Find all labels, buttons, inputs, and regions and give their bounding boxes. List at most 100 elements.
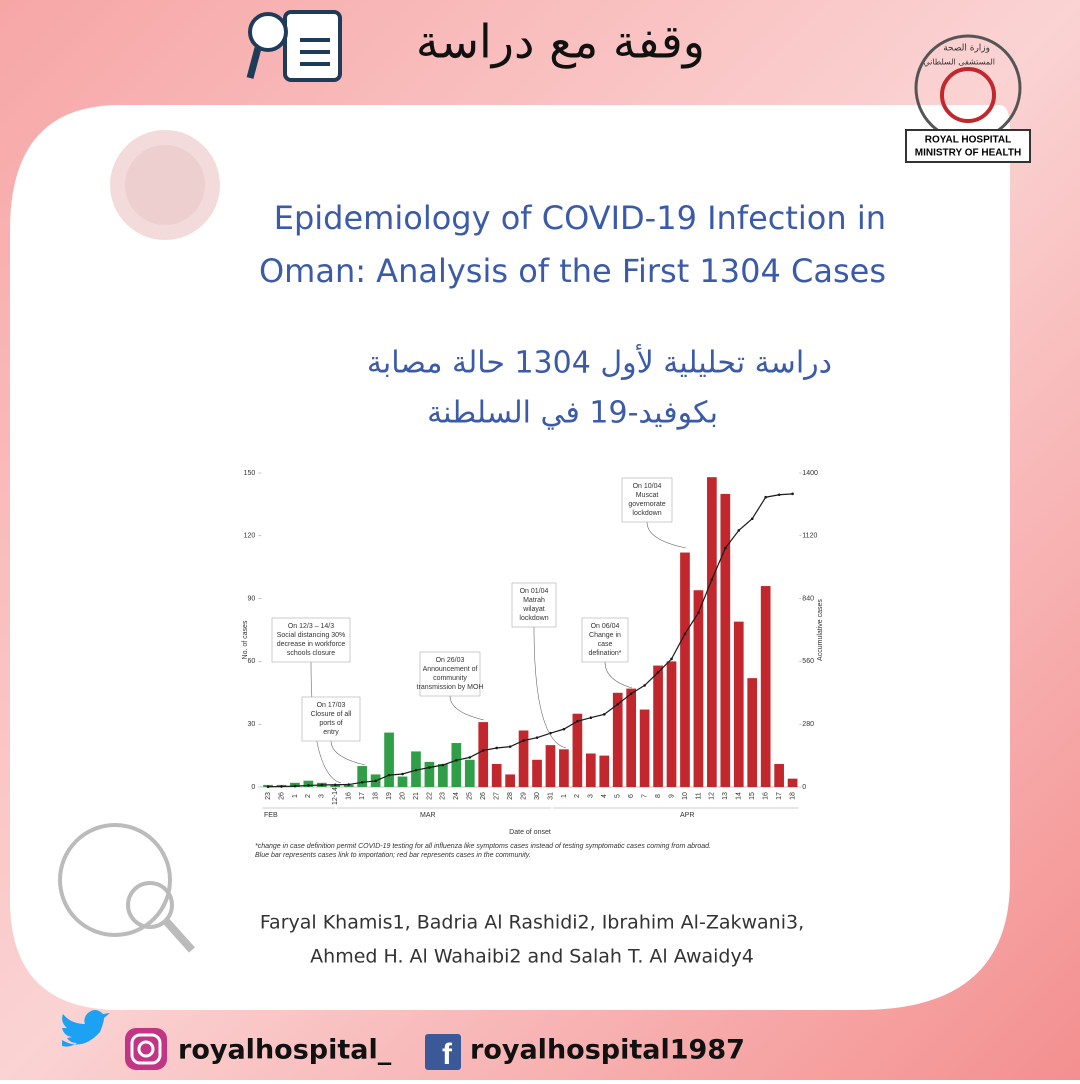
annotation-text: Closure of all [311,711,352,718]
month-label: MAR [420,812,436,819]
x-tick-label: 21 [413,792,420,800]
line-point [481,749,485,752]
bar [491,763,502,787]
annotation-text: wilayat [522,606,544,613]
x-tick-label: 27 [494,792,501,800]
line-point [643,684,646,687]
x-tick-label: 13 [722,792,729,800]
annotation-text: community [433,675,467,682]
annotation-text: On 17/03 [317,702,346,709]
logo: وزارة الصحة المستشفى السلطاني ROYAL HOSP… [905,34,1031,163]
annotation-text: On 26/03 [436,657,465,664]
x-tick-label: 2 [305,794,312,798]
line-point [777,493,781,497]
y-tick-label: 30 [248,721,256,728]
bar [559,749,569,787]
y-axis-label: No. of cases [242,620,249,659]
annotation-box [581,617,629,663]
bar [693,590,704,787]
bar [720,493,731,787]
annotation-text: Social distancing 30% [277,632,346,639]
y2-tick-label: 280 [802,721,814,728]
y-tick-label: 90 [248,595,256,602]
x-tick-label: 19 [386,792,393,800]
annotation-arrow [604,661,633,689]
bar [733,621,744,787]
bar [653,665,663,787]
logo-en: MINISTRY OF HEALTH [915,148,1021,159]
annotation-arrow [533,626,567,749]
x-tick-label: 9 [668,794,675,798]
line-point [750,517,754,521]
annotation-text: entry [323,729,339,736]
line-point [320,783,324,787]
bar [397,776,408,787]
annotation-text: On 12/3 – 14/3 [288,623,334,630]
annotation-arrow [449,695,485,721]
line-point [387,773,391,777]
line-point [589,716,593,719]
bar [572,713,583,787]
y2-tick-label: 1120 [802,533,817,540]
y-tick-label: 60 [248,658,256,665]
x-tick-label: 28 [507,792,514,800]
x-tick-label: 1 [561,794,568,798]
bar [451,743,462,787]
x-tick-label: 10 [682,792,689,800]
virus-decoration [110,130,220,240]
annotation-text: decrease in workforce [277,641,346,648]
y2-tick-label: 840 [802,595,814,602]
annotation-text: Announcement of [423,666,478,673]
bar [438,763,448,787]
line-point [724,546,727,550]
x-tick-label: 12 [709,792,716,800]
x-tick-label: 8 [655,794,662,798]
x-tick-label: 24 [453,792,460,800]
chart-note: Blue bar represents cases link to import… [255,852,531,859]
bar [599,755,610,787]
bar [505,774,515,787]
annotation-text: On 10/04 [633,483,662,490]
annotation-arrow [646,521,687,549]
annotation-box [419,651,481,697]
bar [464,759,475,787]
annotation-box [511,582,557,628]
line-point [737,529,741,532]
globe-decoration [58,823,195,953]
bar [545,745,556,787]
x-tick-label: 29 [520,792,527,800]
line-point [374,779,377,783]
authors: Ahmed H. Al Wahaibi2 and Salah T. Al Awa… [310,946,754,968]
bar [424,761,435,787]
line-point [360,780,364,784]
card [10,105,1010,1010]
line-point [414,768,418,772]
line-point [535,736,539,739]
annotation-box [301,696,361,742]
x-tick-label: 26 [480,792,487,800]
x-tick-label: 18 [372,792,379,800]
line-point [280,785,283,788]
line-point [441,763,445,767]
annotation-text: governorate [628,501,665,508]
x-tick-label: 4 [601,794,608,798]
y-tick-label: 120 [244,533,256,540]
x-tick-label: 17 [776,792,783,800]
annotation-text: lockdown [519,615,548,622]
study-icon [246,10,342,82]
x-tick-label: 3 [319,794,326,798]
x-tick-label: 30 [534,792,541,800]
svg-text:f: f [442,1038,453,1071]
line-point [401,772,404,776]
line-point [562,727,566,731]
bar [343,784,354,787]
bar [626,688,637,787]
bar [666,661,677,787]
x-tick-label: 15 [749,792,756,800]
annotation-text: On 01/04 [520,588,549,595]
annotation-text: defination* [588,650,621,657]
line-point [656,671,660,674]
bar [639,709,650,787]
annotation-text: case [598,641,613,648]
